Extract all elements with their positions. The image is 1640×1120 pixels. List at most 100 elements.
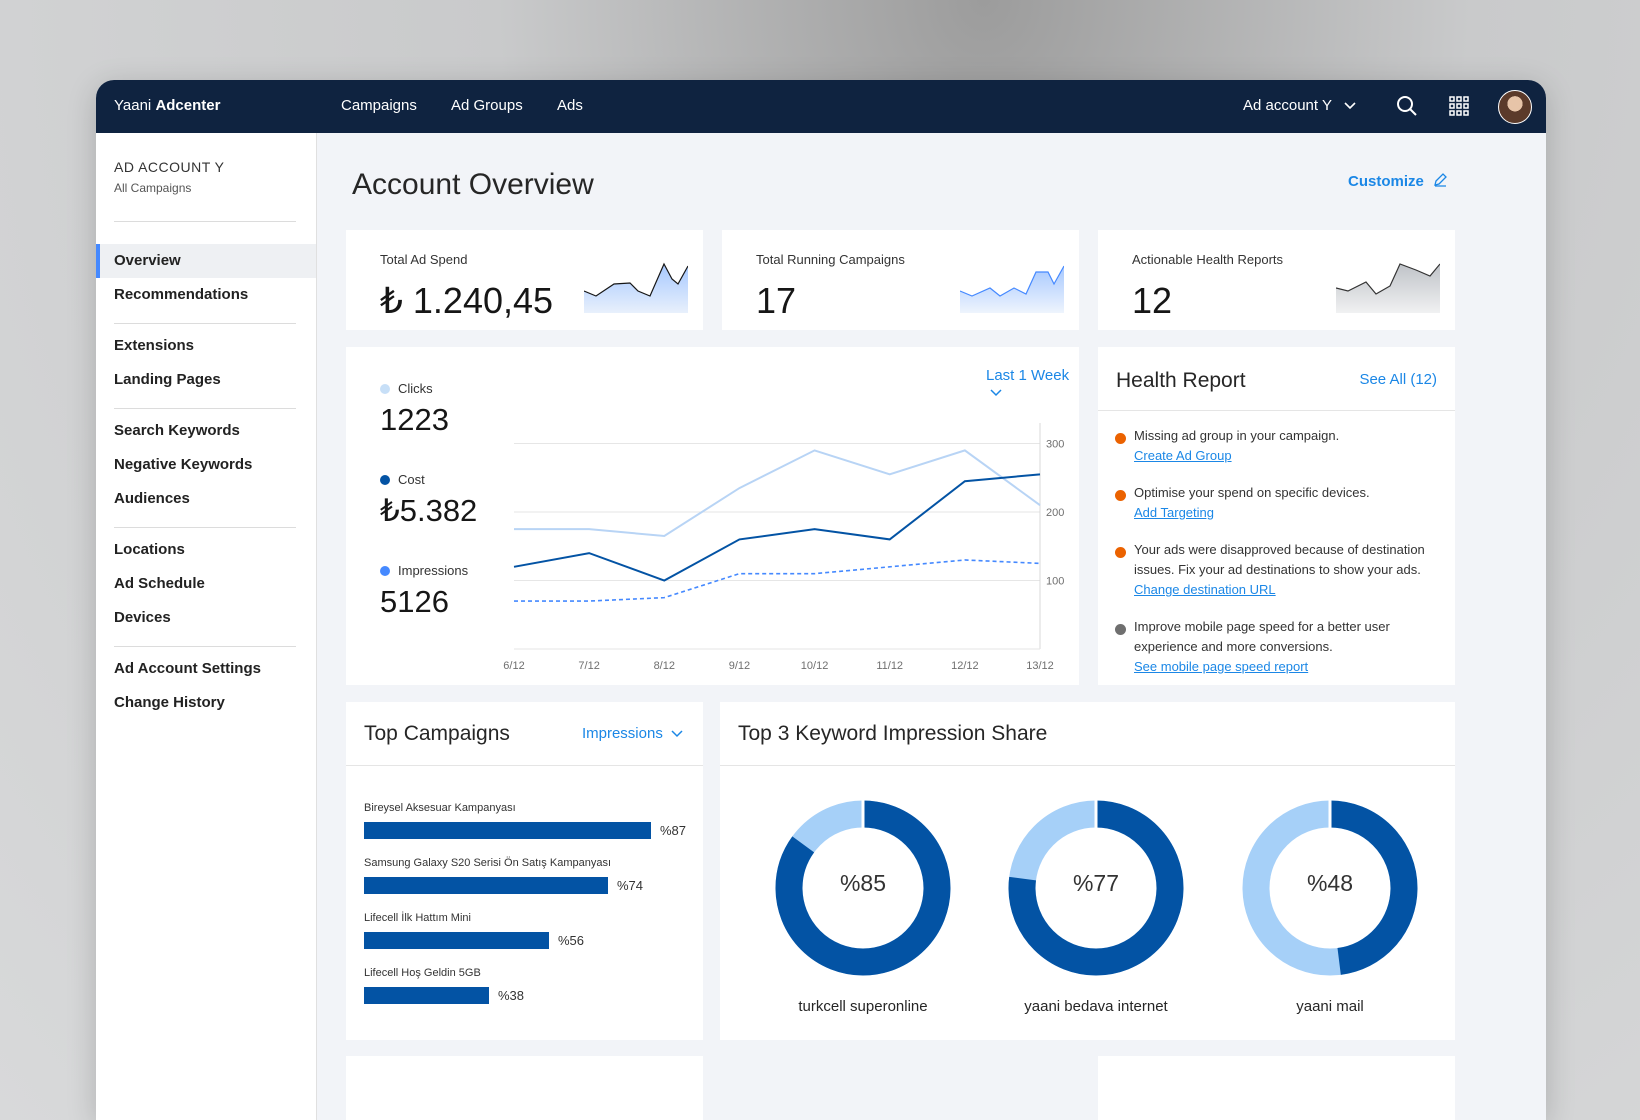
create-ad-group-link[interactable]: Create Ad Group <box>1134 448 1232 463</box>
search-icon[interactable] <box>1394 93 1420 119</box>
sidebar-item-ad-schedule[interactable]: Ad Schedule <box>114 575 205 592</box>
warning-dot-icon <box>1115 547 1126 558</box>
donut-chart[interactable]: %85 <box>773 798 953 978</box>
campaign-bar <box>364 932 549 949</box>
divider <box>346 765 703 766</box>
donut-chart[interactable]: %48 <box>1240 798 1420 978</box>
mobile-page-speed-link[interactable]: See mobile page speed report <box>1134 659 1309 674</box>
campaign-name[interactable]: Samsung Galaxy S20 Serisi Ön Satış Kampa… <box>364 857 612 869</box>
donut-keyword-label: yaani bedava internet <box>1024 998 1168 1015</box>
divider <box>720 765 1455 766</box>
nav-campaigns[interactable]: Campaigns <box>341 97 417 114</box>
account-selector[interactable]: Ad account Y <box>1243 97 1356 114</box>
sidebar-account-name: AD ACCOUNT Y <box>114 159 225 175</box>
x-tick-label: 9/12 <box>729 660 750 672</box>
divider <box>114 221 296 222</box>
campaign-percentage: %56 <box>558 933 585 948</box>
legend-label-impressions: Impressions <box>398 563 469 578</box>
keyword-share-title: Top 3 Keyword Impression Share <box>738 722 1048 745</box>
donut-center-value: %48 <box>1306 870 1354 896</box>
divider <box>114 646 296 647</box>
health-item-text: Optimise your spend on specific devices. <box>1134 485 1370 500</box>
sidebar-item-locations[interactable]: Locations <box>114 541 185 558</box>
legend-value-impressions: 5126 <box>380 584 449 619</box>
nav-ad-groups[interactable]: Ad Groups <box>451 97 523 114</box>
app-window: Yaani Adcenter Campaigns Ad Groups Ads A… <box>96 80 1546 1120</box>
apps-grid-icon[interactable] <box>1446 93 1472 119</box>
see-all-link[interactable]: See All (12) <box>1359 371 1437 388</box>
campaign-percentage: %87 <box>660 823 687 838</box>
info-dot-icon <box>1115 624 1126 635</box>
user-avatar[interactable] <box>1498 90 1532 124</box>
donut-chart[interactable]: %77 <box>1006 798 1186 978</box>
series-line-clicks <box>514 449 1041 538</box>
x-tick-label: 8/12 <box>654 660 675 672</box>
health-item-text: Improve mobile page speed for a better u… <box>1134 619 1390 654</box>
campaign-bar <box>364 822 651 839</box>
brand-logo[interactable]: Yaani Adcenter <box>114 97 220 114</box>
metric-dropdown-label: Impressions <box>581 725 663 742</box>
x-tick-label: 7/12 <box>578 660 599 672</box>
x-tick-label: 6/12 <box>503 660 524 672</box>
metric-dropdown[interactable]: Impressions <box>582 725 683 742</box>
warning-dot-icon <box>1115 490 1126 501</box>
legend-dot-cost <box>380 475 390 485</box>
donut-keyword-label: turkcell superonline <box>798 998 928 1015</box>
kpi-card-health-reports[interactable]: Actionable Health Reports 12 <box>1098 230 1455 330</box>
legend-dot-impressions <box>380 566 390 576</box>
campaign-bar <box>364 877 608 894</box>
brand-name-light: Yaani <box>114 97 152 114</box>
campaign-percentage: %74 <box>617 878 644 893</box>
campaign-name[interactable]: Lifecell Hoş Geldin 5GB <box>364 967 481 979</box>
legend-label-clicks: Clicks <box>398 381 433 396</box>
y-tick-label: 100 <box>1046 576 1064 588</box>
health-item-text: Missing ad group in your campaign. <box>1134 428 1340 443</box>
sidebar-item-extensions[interactable]: Extensions <box>114 337 195 354</box>
change-destination-url-link[interactable]: Change destination URL <box>1134 582 1276 597</box>
health-item: Missing ad group in your campaign. Creat… <box>1134 426 1454 466</box>
chevron-down-icon <box>1344 97 1356 114</box>
customize-button[interactable]: Customize <box>1348 172 1448 190</box>
legend-label-cost: Cost <box>398 472 425 487</box>
kpi-value: 17 <box>756 280 797 321</box>
top-campaigns-card: Top Campaigns Impressions Bireysel Akses… <box>346 702 703 1040</box>
kpi-card-ad-spend[interactable]: Total Ad Spend ₺ 1.240,45 <box>346 230 703 330</box>
sidebar-item-recommendations[interactable]: Recommendations <box>114 286 249 303</box>
keyword-share-card: Top 3 Keyword Impression Share %85 turkce… <box>720 702 1455 1040</box>
sidebar-item-landing-pages[interactable]: Landing Pages <box>114 371 221 388</box>
next-card <box>1098 1056 1455 1120</box>
health-item: Improve mobile page speed for a better u… <box>1134 617 1454 677</box>
x-tick-label: 11/12 <box>876 660 903 672</box>
date-range-dropdown[interactable]: Last 1 Week <box>986 367 1079 401</box>
sidebar-item-change-history[interactable]: Change History <box>114 694 225 711</box>
kpi-card-running-campaigns[interactable]: Total Running Campaigns 17 <box>722 230 1079 330</box>
sidebar-item-negative-keywords[interactable]: Negative Keywords <box>114 456 253 473</box>
y-tick-label: 200 <box>1046 507 1064 519</box>
kpi-label: Actionable Health Reports <box>1132 252 1284 267</box>
health-item: Optimise your spend on specific devices.… <box>1134 483 1454 523</box>
chevron-down-icon <box>667 725 683 742</box>
sidebar-item-audiences[interactable]: Audiences <box>114 490 190 507</box>
page-title: Account Overview <box>352 168 594 201</box>
divider <box>114 408 296 409</box>
sidebar-item-ad-account-settings[interactable]: Ad Account Settings <box>114 660 261 677</box>
campaign-bar <box>364 987 489 1004</box>
sidebar-item-search-keywords[interactable]: Search Keywords <box>114 422 240 439</box>
donut-keyword-label: yaani mail <box>1296 998 1364 1015</box>
sidebar-item-overview[interactable]: Overview <box>114 252 181 269</box>
top-navbar: Yaani Adcenter Campaigns Ad Groups Ads A… <box>96 80 1546 133</box>
brand-name-bold: Adcenter <box>155 97 221 114</box>
account-selector-label: Ad account Y <box>1243 97 1332 114</box>
warning-dot-icon <box>1115 433 1126 444</box>
date-range-label: Last 1 Week <box>986 367 1070 384</box>
add-targeting-link[interactable]: Add Targeting <box>1134 505 1214 520</box>
sidebar-item-devices[interactable]: Devices <box>114 609 171 626</box>
campaign-percentage: %38 <box>498 988 525 1003</box>
top-campaigns-title: Top Campaigns <box>364 722 510 745</box>
campaign-name[interactable]: Lifecell İlk Hattım Mini <box>364 912 471 924</box>
divider <box>114 527 296 528</box>
series-line-cost <box>513 473 1041 582</box>
sparkline-health-reports <box>1336 263 1440 313</box>
campaign-name[interactable]: Bireysel Aksesuar Kampanyası <box>364 802 516 814</box>
nav-ads[interactable]: Ads <box>557 97 583 114</box>
